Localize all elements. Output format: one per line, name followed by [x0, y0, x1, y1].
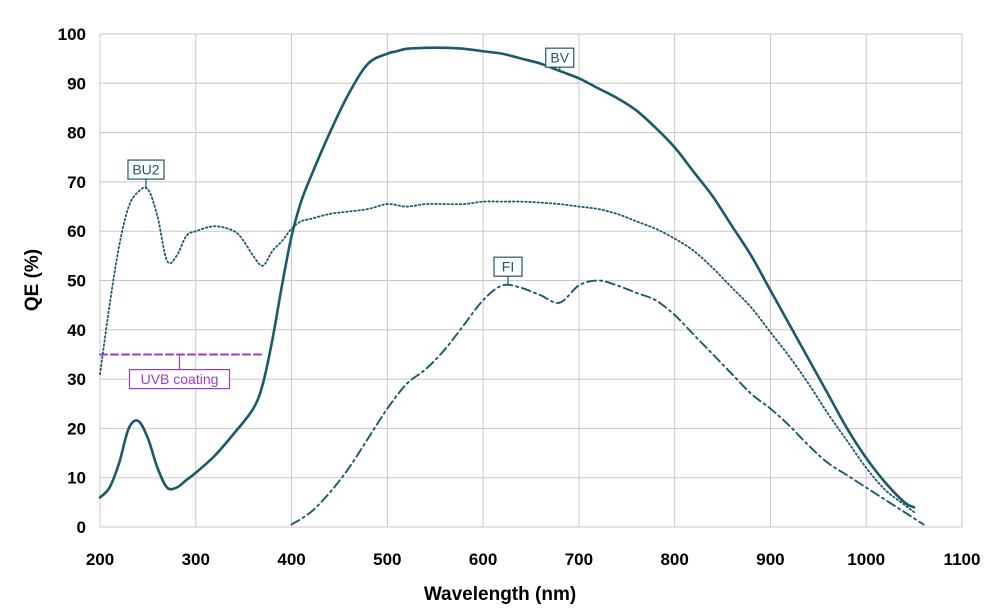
y-tick-label: 50 [67, 272, 86, 291]
y-tick-label: 30 [67, 370, 86, 389]
x-tick-label: 200 [86, 550, 114, 569]
series-line-bv [98, 46, 916, 509]
series-line-bu2 [99, 186, 916, 514]
annotation-label: UVB coating [141, 371, 219, 387]
annotation-layer: BV BU2 FI UVB coating [127, 47, 575, 390]
y-tick-label: 100 [58, 25, 86, 44]
y-tick-label: 80 [67, 124, 86, 143]
annotation-box [545, 47, 575, 68]
annotation-bv: BV [545, 47, 575, 71]
annotation-box [127, 159, 165, 180]
x-axis-title: Wavelength (nm) [424, 584, 576, 605]
x-tick-label: 600 [469, 550, 497, 569]
x-tick-label: 700 [565, 550, 593, 569]
x-tick-label: 1100 [944, 550, 981, 569]
y-tick-label: 70 [67, 173, 86, 192]
annotation-uvb-coating: UVB coating [128, 354, 231, 390]
y-tick-label: 40 [67, 321, 86, 340]
y-tick-label: 10 [67, 469, 86, 488]
y-axis-title: QE (%) [22, 249, 43, 311]
annotation-bu2: BU2 [127, 159, 165, 190]
series-layer [98, 46, 925, 526]
y-tick-label: 20 [67, 419, 86, 438]
annotation-label: FI [502, 259, 514, 275]
x-tick-label: 300 [182, 550, 210, 569]
annotation-fi: FI [493, 256, 523, 286]
x-tick-label: 900 [756, 550, 784, 569]
x-tick-label: 800 [660, 550, 688, 569]
y-tick-label: 60 [67, 222, 86, 241]
annotation-label: BU2 [132, 162, 159, 178]
x-tick-label: 1000 [847, 550, 885, 569]
tick-label-layer: 200 300 400 500 600 700 800 900 1000 1100 0 10 20 30 4… [58, 25, 981, 569]
x-tick-label: 400 [277, 550, 305, 569]
series-line-fi [290, 279, 925, 526]
annotation-box [493, 256, 523, 277]
grid-layer [99, 33, 963, 528]
x-tick-label: 500 [373, 550, 401, 569]
y-tick-label: 90 [67, 74, 86, 93]
y-tick-label: 0 [77, 518, 86, 537]
annotation-label: BV [550, 50, 569, 66]
annotation-box [128, 369, 231, 390]
